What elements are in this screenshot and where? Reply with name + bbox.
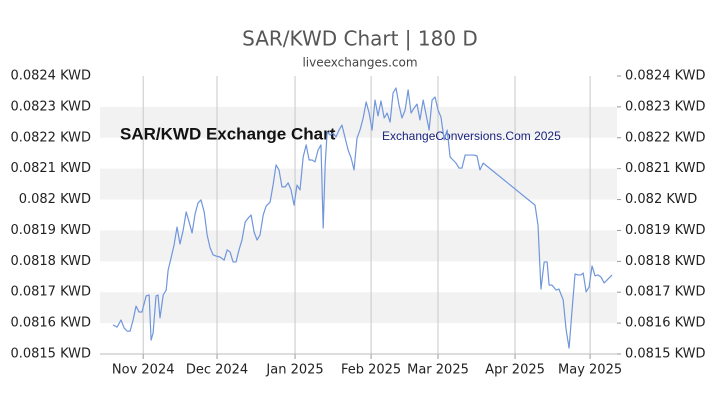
watermark: ExchangeConversions.Com 2025: [382, 129, 561, 143]
y-tick-label-right: 0.0823 KWD: [625, 99, 706, 114]
x-tick-label: Mar 2025: [407, 363, 469, 378]
y-tick-label-right: 0.0815 KWD: [625, 347, 706, 362]
chart-subtitle: liveexchanges.com: [302, 56, 417, 70]
grid-band: [100, 292, 617, 324]
y-tick-label-right: 0.0821 KWD: [625, 161, 706, 176]
x-tick-label: Apr 2025: [485, 363, 545, 378]
chart-title: SAR/KWD Chart | 180 D: [242, 27, 478, 51]
y-tick-label: 0.082 KWD: [19, 192, 91, 207]
y-tick-label: 0.0817 KWD: [10, 285, 91, 300]
y-tick-label: 0.0821 KWD: [10, 161, 91, 176]
y-tick-label-right: 0.082 KWD: [625, 192, 697, 207]
x-tick-label: Jan 2025: [265, 363, 323, 378]
y-tick-label: 0.0816 KWD: [10, 316, 91, 331]
y-tick-label-right: 0.0822 KWD: [625, 130, 706, 145]
y-tick-label-right: 0.0818 KWD: [625, 254, 706, 269]
y-tick-label-right: 0.0819 KWD: [625, 223, 706, 238]
grid-band: [100, 168, 617, 200]
plot-background: [100, 76, 617, 354]
x-tick-label: Nov 2024: [112, 363, 175, 378]
x-tick-label: May 2025: [558, 363, 622, 378]
y-tick-label: 0.0824 KWD: [10, 69, 91, 84]
y-tick-label: 0.0815 KWD: [10, 347, 91, 362]
price-line: [112, 87, 613, 349]
y-tick-label: 0.0819 KWD: [10, 223, 91, 238]
y-tick-label-right: 0.0817 KWD: [625, 285, 706, 300]
y-tick-label-right: 0.0824 KWD: [625, 69, 706, 84]
x-tick-label: Feb 2025: [341, 363, 401, 378]
y-tick-label: 0.0818 KWD: [10, 254, 91, 269]
watermark: SAR/KWD Exchange Chart: [120, 124, 336, 143]
grid-band: [100, 230, 617, 262]
y-tick-label: 0.0823 KWD: [10, 99, 91, 114]
y-tick-label-right: 0.0816 KWD: [625, 316, 706, 331]
x-tick-label: Dec 2024: [186, 363, 248, 378]
y-tick-label: 0.0822 KWD: [10, 130, 91, 145]
